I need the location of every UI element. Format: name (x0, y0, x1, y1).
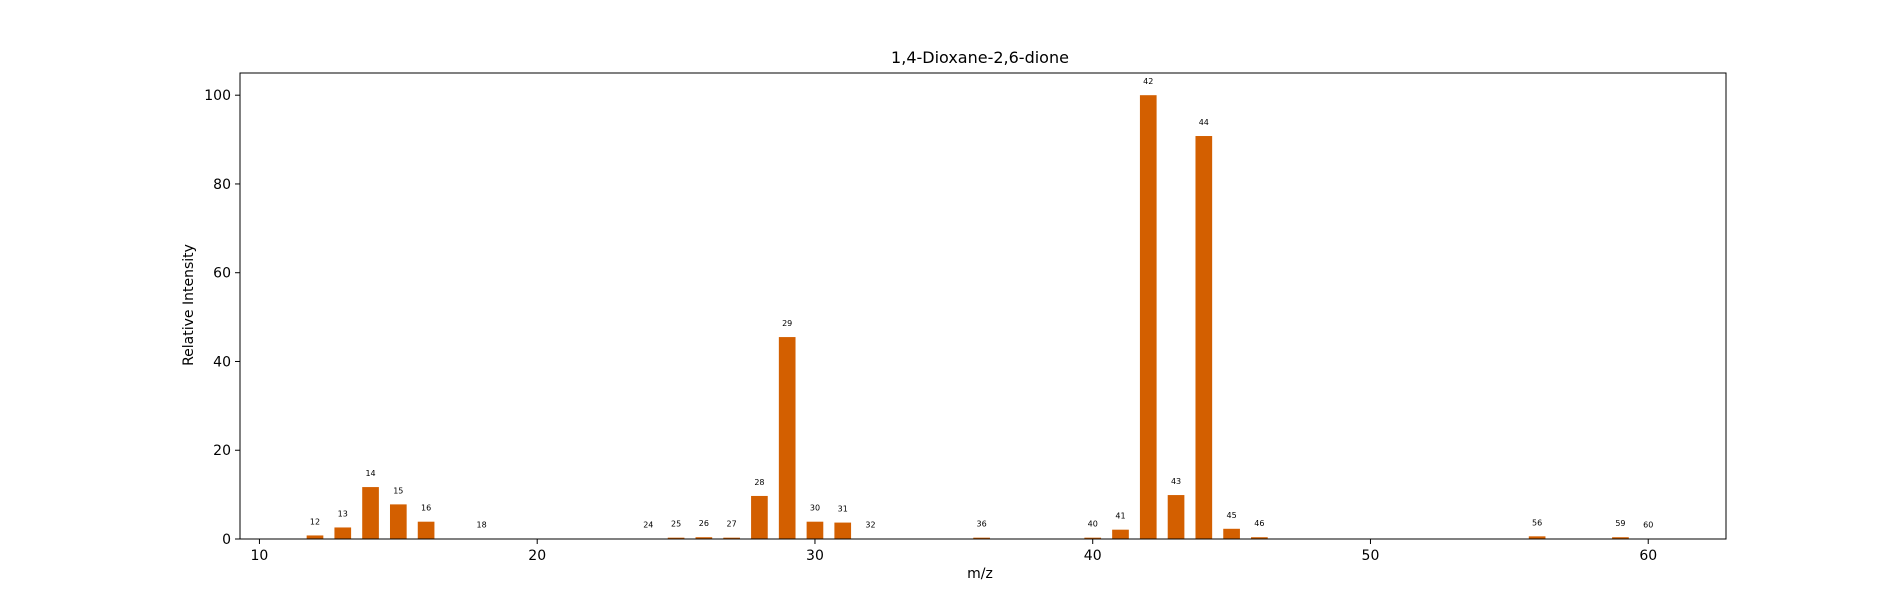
plot-area: 12 13 14 15 16 18 24 25 26 27 28 29 30 31 32 36 40 41 42 43… (204, 72, 1727, 564)
y-tick-label-60: 60 (213, 266, 231, 282)
bar-mz-44 (1195, 136, 1213, 539)
x-axis-label: m/z (967, 566, 993, 582)
x-tick-label-10: 10 (251, 548, 269, 564)
y-tick-label-0: 0 (222, 532, 231, 548)
data-label-mz-27: 27 (727, 520, 737, 529)
x-tick-label-20: 20 (528, 548, 546, 564)
bar-mz-29 (778, 337, 796, 539)
data-label-mz-31: 31 (838, 505, 848, 514)
bar-mz-16 (417, 521, 435, 539)
data-label-mz-59: 59 (1615, 519, 1625, 528)
data-label-mz-14: 14 (365, 469, 375, 478)
data-label-mz-15: 15 (393, 486, 403, 495)
bar-mz-31 (834, 522, 852, 539)
data-label-mz-28: 28 (754, 478, 764, 487)
data-label-mz-32: 32 (865, 521, 875, 530)
data-label-mz-36: 36 (977, 520, 987, 529)
bar-mz-26 (695, 537, 713, 539)
bar-mz-59 (1612, 537, 1629, 539)
x-tick-label-30: 30 (806, 548, 824, 564)
y-tick-label-80: 80 (213, 177, 231, 193)
y-tick-label-40: 40 (213, 354, 231, 370)
bar-mz-45 (1223, 528, 1240, 539)
data-label-mz-30: 30 (810, 504, 820, 513)
data-label-mz-16: 16 (421, 504, 431, 513)
x-tick-label-40: 40 (1084, 548, 1102, 564)
data-label-mz-29: 29 (782, 319, 792, 328)
plot-frame (239, 72, 1727, 540)
bar-mz-28 (751, 495, 768, 539)
data-label-mz-40: 40 (1088, 520, 1098, 529)
bar-mz-46 (1251, 537, 1268, 539)
data-label-mz-41: 41 (1115, 512, 1125, 521)
bar-mz-41 (1112, 529, 1129, 539)
bar-mz-40 (1084, 537, 1102, 539)
bar-mz-56 (1528, 536, 1546, 539)
y-tick-label-20: 20 (213, 443, 231, 459)
bar-mz-43 (1167, 495, 1185, 539)
data-label-mz-13: 13 (338, 509, 348, 518)
data-label-mz-42: 42 (1143, 77, 1153, 86)
bar-mz-30 (806, 521, 824, 539)
data-label-mz-24: 24 (643, 521, 653, 530)
data-label-mz-43: 43 (1171, 477, 1181, 486)
data-label-mz-12: 12 (310, 517, 320, 526)
x-tick-label-60: 60 (1639, 548, 1657, 564)
bar-mz-42 (1139, 95, 1157, 539)
data-label-mz-44: 44 (1199, 118, 1209, 127)
data-label-mz-18: 18 (477, 521, 487, 530)
data-label-mz-26: 26 (699, 519, 709, 528)
data-label-mz-60: 60 (1643, 521, 1653, 530)
bar-mz-12 (306, 535, 324, 539)
chart-title: 1,4-Dioxane-2,6-dione (891, 48, 1069, 67)
bar-mz-14 (362, 487, 379, 539)
y-axis-label: Relative Intensity (181, 244, 197, 366)
x-tick-label-50: 50 (1362, 548, 1380, 564)
bar-mz-25 (667, 537, 685, 539)
bar-mz-15 (389, 504, 407, 539)
data-label-mz-25: 25 (671, 520, 681, 529)
y-tick-label-100: 100 (204, 88, 231, 104)
data-label-mz-45: 45 (1226, 511, 1236, 520)
data-label-mz-56: 56 (1532, 518, 1542, 527)
bar-mz-13 (334, 527, 352, 539)
bar-mz-36 (973, 537, 990, 539)
bar-mz-27 (723, 537, 740, 539)
data-label-mz-46: 46 (1254, 519, 1264, 528)
